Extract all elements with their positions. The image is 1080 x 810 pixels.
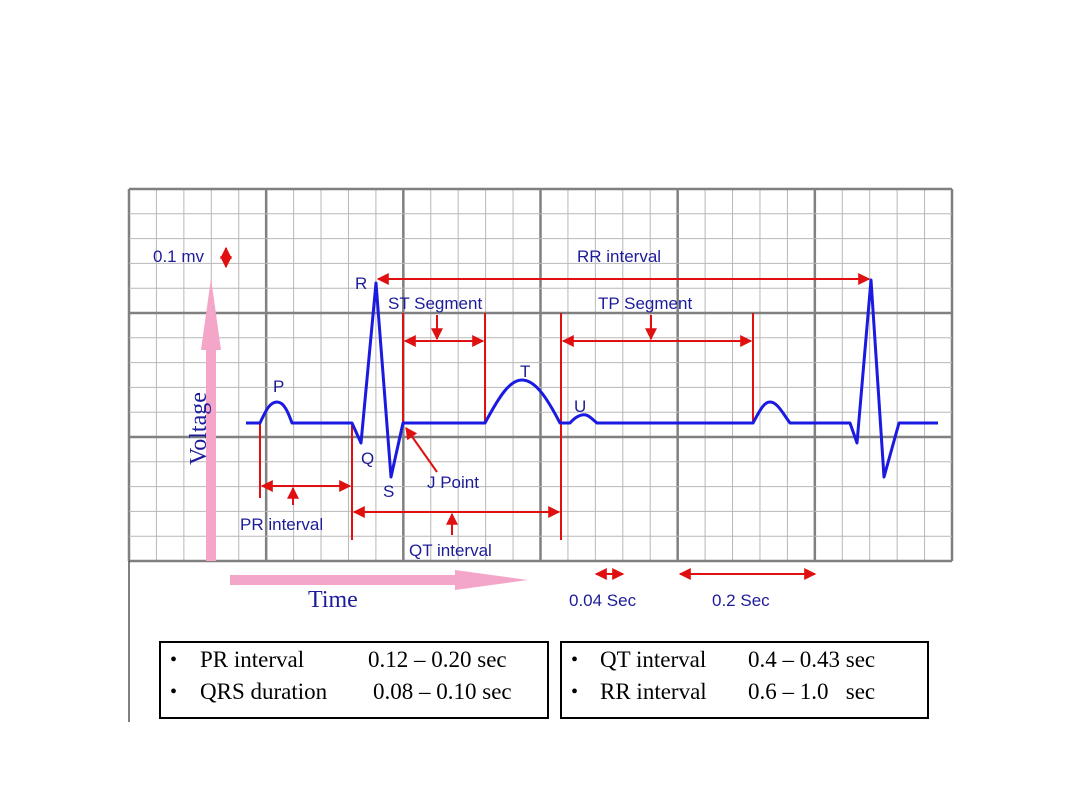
s-label: S (383, 482, 394, 501)
summary-box (159, 641, 549, 719)
ecg-trace (246, 278, 938, 479)
j-label: J Point (427, 473, 479, 492)
row-value: 0.6 – 1.0 sec (748, 679, 875, 704)
ecg-grid (127, 187, 954, 563)
q-label: Q (361, 449, 374, 468)
st-label: ST Segment (388, 294, 482, 313)
p-label: P (273, 377, 284, 396)
svg-text:•: • (170, 649, 177, 671)
box-text: PR interval 0.12 – 0.20 sec QRS duration 0.… (200, 647, 875, 704)
row-name: RR interval (600, 679, 707, 704)
time-label: Time (308, 587, 358, 613)
voltage-label: Voltage (186, 392, 212, 465)
axis-arrows (201, 278, 528, 590)
interval-markers (220, 246, 871, 580)
row-name: PR interval (200, 647, 304, 672)
pr-label: PR interval (240, 515, 323, 534)
row-value: 0.08 – 0.10 sec (373, 679, 512, 704)
u-label: U (574, 397, 586, 416)
svg-text:•: • (571, 649, 578, 671)
row-value: 0.4 – 0.43 sec (748, 647, 875, 672)
time-large: 0.2 Sec (712, 591, 770, 610)
r-label: R (355, 274, 367, 293)
time-small: 0.04 Sec (569, 591, 637, 610)
t-label: T (520, 362, 530, 381)
row-name: QT interval (600, 647, 706, 672)
summary-box (560, 641, 929, 719)
rr-label: RR interval (577, 247, 661, 266)
qt-label: QT interval (409, 541, 492, 560)
scale-label: 0.1 mv (153, 247, 205, 266)
bullets: • • • • (170, 649, 578, 703)
tp-label: TP Segment (598, 294, 692, 313)
svg-text:•: • (571, 681, 578, 703)
svg-text:•: • (170, 681, 177, 703)
row-value: 0.12 – 0.20 sec (368, 647, 507, 672)
row-name: QRS duration (200, 679, 328, 704)
